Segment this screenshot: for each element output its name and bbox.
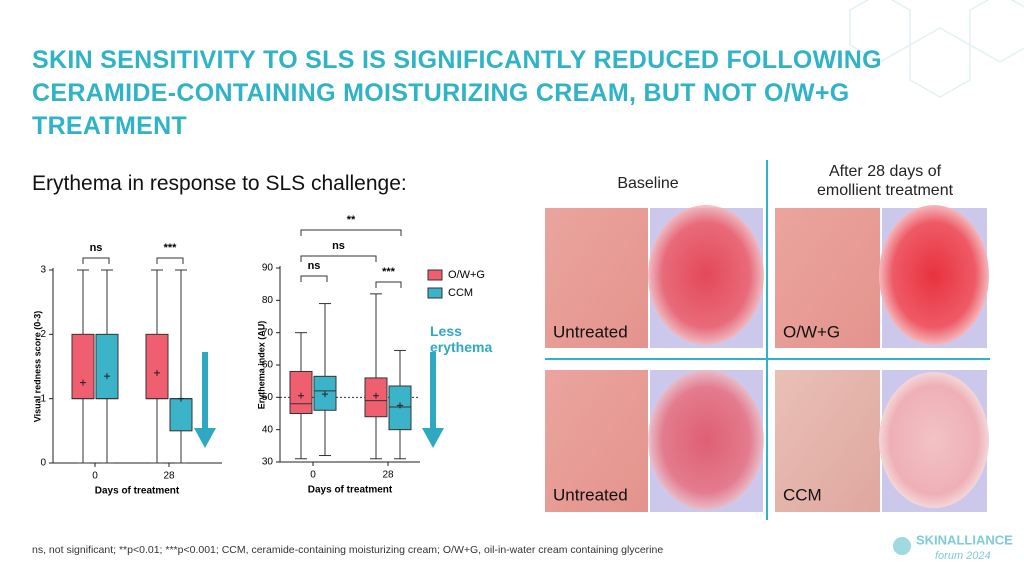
box: [169, 398, 193, 432]
footnote: ns, not significant; **p<0.01; ***p<0.00…: [32, 544, 664, 556]
mean-marker: [397, 402, 403, 409]
significance-bracket: [300, 275, 328, 282]
hex-decoration: [849, 0, 1024, 98]
significance-label: ns: [90, 242, 103, 254]
logo-mark: [893, 537, 911, 555]
y-tick-label: 60: [262, 360, 274, 371]
x-tick-label: 28: [382, 470, 394, 481]
trend-arrow-head: [194, 428, 216, 448]
mean-marker: [104, 373, 110, 380]
trend-arrow-head: [422, 428, 444, 448]
legend-swatch: [427, 269, 443, 281]
y-tick-label: 50: [262, 392, 274, 403]
y-tick-label: 0: [40, 458, 46, 469]
mean-marker: [298, 392, 304, 399]
significance-label: **: [347, 214, 356, 226]
significance-bracket: [82, 257, 110, 264]
mean-marker: [154, 369, 160, 376]
significance-bracket: [156, 257, 184, 264]
y-axis-label: Erythema index (AU): [256, 321, 266, 410]
mean-marker: [373, 392, 379, 399]
y-tick-label: 3: [40, 265, 46, 276]
box: [95, 333, 119, 400]
y-tick-label: 90: [262, 263, 274, 274]
subtitle: Erythema in response to SLS challenge:: [32, 172, 407, 195]
x-tick-label: 0: [92, 471, 98, 482]
mean-marker: [178, 395, 184, 402]
x-axis-label: Days of treatment: [95, 486, 180, 497]
legend-label: CCM: [448, 287, 473, 299]
y-tick-label: 80: [262, 295, 274, 306]
x-tick-label: 28: [163, 471, 175, 482]
column-header: Baseline: [617, 175, 679, 192]
arrow-label: Less erythema: [430, 323, 492, 355]
column-header: After 28 days of emollient treatment: [816, 163, 954, 199]
slide-title: SKIN SENSITIVITY TO SLS IS SIGNIFICANTLY…: [32, 46, 882, 140]
y-tick-label: 70: [262, 327, 274, 338]
box: [289, 370, 313, 415]
significance-label: ***: [382, 266, 396, 278]
box: [145, 333, 169, 400]
image-label: Untreated: [553, 485, 628, 504]
y-axis-label: Visual redness score (0-3): [32, 311, 42, 422]
legend-label: O/W+G: [448, 269, 485, 281]
image-label: CCM: [783, 485, 822, 504]
image-label: O/W+G: [783, 322, 840, 341]
significance-label: ***: [164, 242, 178, 254]
mean-marker: [322, 391, 328, 398]
x-tick-label: 0: [310, 470, 316, 481]
significance-bracket: [375, 281, 402, 288]
logo-event: forum 2024: [935, 550, 991, 562]
box: [71, 333, 95, 400]
image-label: Untreated: [553, 322, 628, 341]
x-axis-label: Days of treatment: [308, 485, 393, 496]
image-panel: [545, 160, 990, 520]
y-tick-label: 1: [40, 393, 46, 404]
legend-swatch: [427, 287, 443, 299]
significance-bracket: [300, 229, 402, 236]
y-tick-label: 2: [40, 329, 46, 340]
y-tick-label: 40: [262, 424, 274, 435]
significance-bracket: [300, 255, 377, 262]
logo-brand: SKINALLIANCE: [916, 532, 1013, 547]
significance-label: ns: [308, 260, 321, 272]
mean-marker: [80, 379, 86, 386]
significance-label: ns: [332, 240, 345, 252]
y-tick-label: 30: [262, 457, 274, 468]
